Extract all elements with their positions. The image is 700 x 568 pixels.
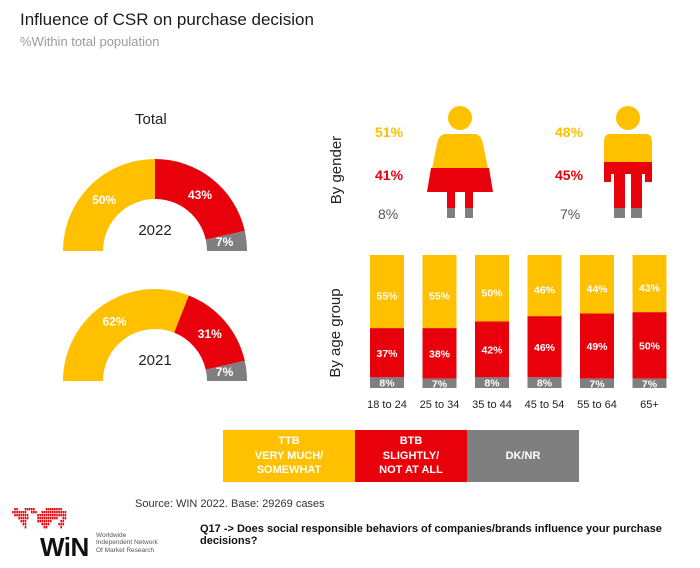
category-label-1: 25 to 34 (420, 399, 460, 411)
bar-dk-0 (370, 377, 404, 388)
page-title: Influence of CSR on purchase decision (20, 10, 314, 29)
gauge-2022: 50% 43% 7% 2022 (63, 159, 247, 251)
female-dk-value: 8% (378, 206, 399, 222)
total-label: Total (135, 111, 167, 128)
bar-label-btb-1: 38% (429, 348, 451, 360)
bar-ttb-3 (527, 255, 562, 317)
bar-label-dk-2: 8% (484, 378, 500, 390)
gauge-label-btb: 31% (198, 327, 222, 341)
gauge-year: 2021 (138, 352, 171, 369)
gauge-label-ttb: 50% (92, 193, 116, 207)
bar-label-dk-3: 8% (537, 378, 553, 390)
bar-label-btb-3: 46% (534, 342, 556, 354)
category-label-0: 18 to 24 (367, 399, 407, 411)
bar-btb-3 (527, 316, 562, 378)
bar-dk-2 (475, 377, 509, 388)
legend-dk: DK/NR (467, 430, 579, 482)
bar-label-dk-4: 7% (589, 378, 605, 390)
male-icon (604, 106, 652, 218)
bar-label-ttb-2: 50% (481, 287, 503, 299)
bar-label-btb-2: 42% (481, 344, 503, 356)
bar-label-dk-5: 7% (642, 378, 658, 390)
bar-btb-4 (580, 313, 614, 379)
bar-label-ttb-3: 46% (534, 285, 556, 297)
category-label-3: 45 to 54 (525, 399, 565, 411)
bar-ttb-0 (370, 255, 404, 329)
bar-label-btb-4: 49% (586, 341, 608, 353)
gauge-segment-btb (155, 159, 245, 240)
bar-ttb-1 (422, 255, 457, 329)
bar-dk-3 (527, 377, 562, 388)
bar-dk-1 (422, 378, 457, 388)
win-logo-subtitle: Worldwide Independent Network Of Market … (96, 532, 158, 554)
gauge-label-ttb: 62% (103, 314, 127, 328)
bar-label-ttb-0: 55% (376, 291, 398, 303)
bar-ttb-4 (580, 255, 614, 314)
legend: TTB VERY MUCH/ SOMEWHAT BTB SLIGHTLY/ NO… (223, 430, 579, 482)
bar-ttb-2 (475, 255, 509, 322)
bar-label-dk-0: 8% (379, 378, 395, 390)
bar-label-btb-0: 37% (376, 348, 398, 360)
gauge-label-dk: 7% (216, 365, 234, 379)
source-note: Source: WIN 2022. Base: 29269 cases (135, 498, 325, 510)
bar-label-btb-5: 50% (639, 340, 661, 352)
gender-axis-label: By gender (328, 135, 345, 205)
bar-btb-0 (370, 328, 404, 378)
female-icon (427, 106, 493, 218)
gauge-year: 2022 (138, 222, 171, 239)
bar-label-dk-1: 7% (432, 378, 448, 390)
female-ttb-value: 51% (375, 124, 404, 140)
age-group-chart: 55% 37% 8% 18 to 24 55% 38% 7% 25 to 34 50% 42% 8%… (367, 255, 667, 411)
female-btb-value: 41% (375, 167, 404, 183)
age-axis-label: By age group (327, 288, 344, 378)
gauge-segment-btb (174, 295, 245, 370)
gauge-segment-ttb (63, 159, 155, 251)
legend-ttb: TTB VERY MUCH/ SOMEWHAT (223, 430, 355, 482)
bar-dk-4 (580, 378, 614, 388)
world-map-icon (12, 508, 67, 529)
gauge-2021: 62% 31% 7% 2021 (63, 289, 247, 381)
bar-btb-5 (632, 312, 667, 379)
bar-ttb-5 (632, 255, 667, 313)
win-logo: WiN (40, 532, 89, 562)
gauge-label-dk: 7% (216, 235, 234, 249)
gauge-label-btb: 43% (188, 188, 212, 202)
bar-label-ttb-1: 55% (429, 291, 451, 303)
male-dk-value: 7% (560, 206, 581, 222)
legend-btb: BTB SLIGHTLY/ NOT AT ALL (355, 430, 467, 482)
category-label-4: 55 to 64 (577, 399, 617, 411)
survey-question: Q17 -> Does social responsible behaviors… (200, 523, 662, 547)
bar-dk-5 (632, 378, 667, 388)
male-ttb-value: 48% (555, 124, 584, 140)
gauge-segment-ttb (63, 289, 189, 381)
gauge-segment-dk (205, 230, 247, 251)
bar-label-ttb-5: 43% (639, 283, 661, 295)
male-btb-value: 45% (555, 167, 584, 183)
category-label-5: 65+ (640, 399, 659, 411)
gauge-segment-dk (205, 360, 247, 381)
page-subtitle: %Within total population (20, 34, 160, 49)
category-label-2: 35 to 44 (472, 399, 512, 411)
bar-btb-2 (475, 321, 509, 378)
bar-btb-1 (422, 328, 457, 379)
bar-label-ttb-4: 44% (586, 283, 608, 295)
